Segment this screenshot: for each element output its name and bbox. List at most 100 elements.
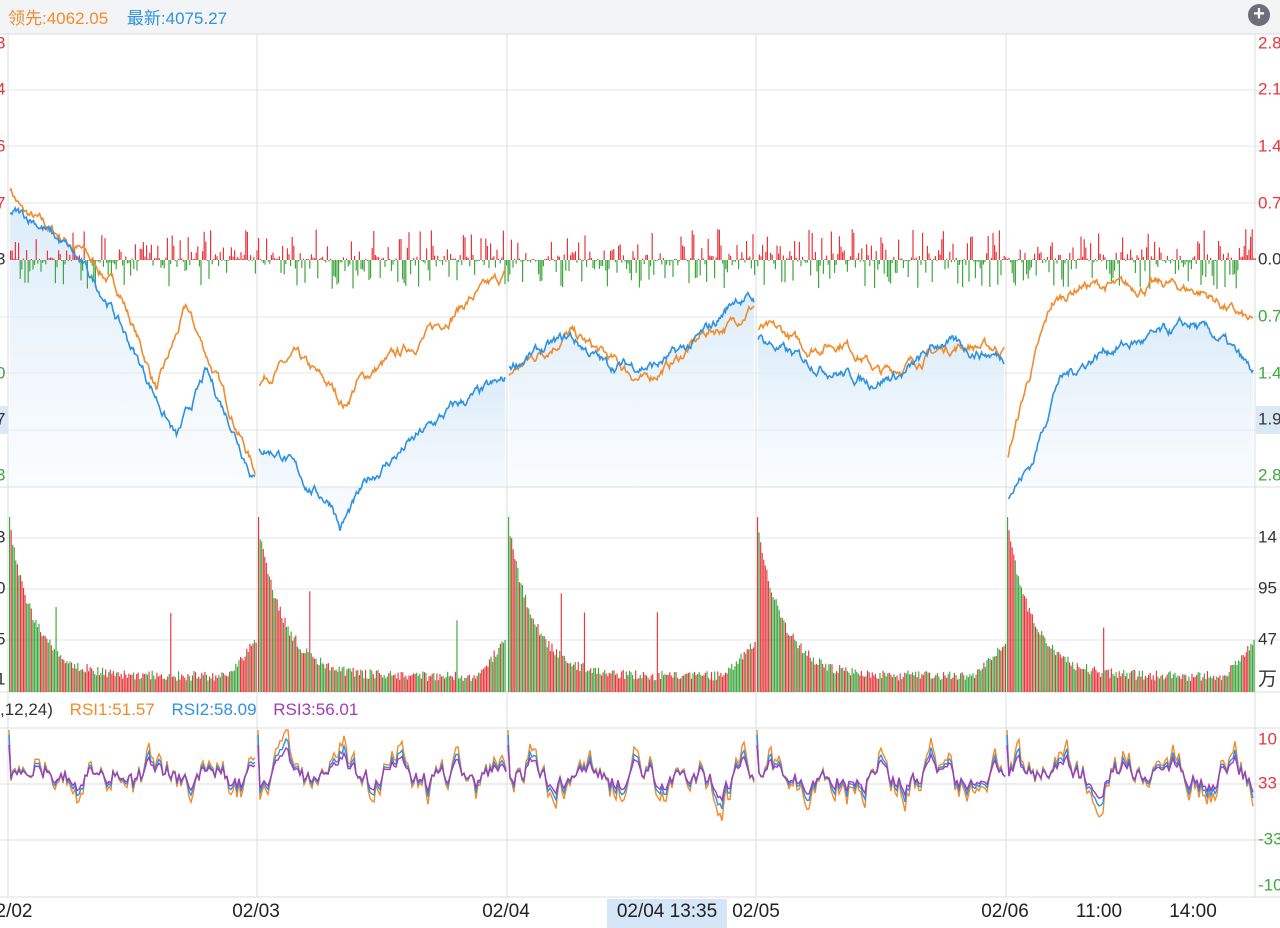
flow-bar-up bbox=[912, 229, 914, 260]
flow-bar-up bbox=[1254, 258, 1256, 260]
flow-bar-down bbox=[606, 260, 608, 287]
flow-bar-down bbox=[88, 260, 90, 261]
flow-bar-down bbox=[560, 260, 562, 286]
flow-bar-up bbox=[165, 257, 167, 260]
volume-bar-down bbox=[655, 680, 657, 692]
volume-bar-down bbox=[1253, 639, 1255, 692]
volume-bar-up bbox=[1180, 679, 1182, 692]
flow-bar-up bbox=[712, 256, 714, 260]
price-lines bbox=[9, 187, 1254, 531]
volume-bar-down bbox=[515, 560, 517, 692]
flow-bar-up bbox=[899, 259, 901, 260]
flow-bar-down bbox=[512, 260, 514, 268]
flow-bar-up bbox=[658, 259, 660, 260]
volume-bar-up bbox=[621, 671, 623, 692]
volume-bar-up bbox=[58, 656, 60, 692]
flow-bar-up bbox=[389, 259, 391, 260]
flow-bar-down bbox=[530, 260, 532, 263]
flow-bar-up bbox=[493, 256, 495, 260]
volume-bar-up bbox=[295, 635, 297, 692]
volume-bar-up bbox=[451, 676, 453, 692]
flow-bar-up bbox=[1066, 258, 1068, 260]
flow-bar-up bbox=[1104, 257, 1106, 260]
flow-bar-up bbox=[58, 250, 60, 260]
flow-bar-up bbox=[718, 229, 720, 260]
flow-bar-down bbox=[704, 260, 706, 265]
volume-bar-down bbox=[992, 656, 994, 692]
volume-bar-down bbox=[92, 670, 94, 692]
volume-bar-down bbox=[164, 678, 166, 692]
volume-bar-up bbox=[523, 597, 525, 692]
volume-bar-down bbox=[391, 675, 393, 692]
volume-bar-down bbox=[1220, 680, 1223, 692]
volume-bar-down bbox=[1056, 652, 1058, 692]
flow-bar-up bbox=[942, 231, 944, 260]
volume-bar-down bbox=[298, 648, 300, 692]
series-line-领先-02/03 bbox=[258, 269, 506, 410]
volume-bar-up bbox=[1193, 677, 1195, 692]
flow-bar-down bbox=[774, 260, 776, 270]
volume-bar-up bbox=[408, 675, 410, 692]
flow-bar-up bbox=[1197, 241, 1199, 260]
flow-bar-down bbox=[805, 260, 807, 263]
plus-circle-icon[interactable]: + bbox=[1248, 4, 1270, 26]
volume-bar-down bbox=[1039, 635, 1041, 692]
flow-bar-up bbox=[406, 247, 408, 260]
volume-bar-up bbox=[1144, 675, 1147, 692]
volume-bar-down bbox=[625, 671, 627, 692]
flow-bar-down bbox=[301, 260, 303, 268]
volume-bar-down bbox=[1079, 668, 1081, 692]
volume-bar-down bbox=[918, 671, 920, 692]
flow-bar-up bbox=[293, 245, 295, 260]
flow-bar-up bbox=[382, 257, 384, 260]
volume-bar-up bbox=[301, 652, 303, 692]
flow-bar-up bbox=[603, 250, 605, 260]
flow-bar-up bbox=[893, 256, 895, 260]
volume-bar-down bbox=[222, 673, 225, 692]
flow-bar-up bbox=[485, 238, 487, 260]
flow-bar-down bbox=[1062, 260, 1064, 287]
flow-bar-down bbox=[667, 260, 669, 261]
x-axis-label: 11:00 bbox=[1076, 901, 1122, 922]
volume-bar-up bbox=[613, 670, 615, 692]
flow-bar-up bbox=[104, 238, 106, 260]
flow-bar-down bbox=[1042, 260, 1044, 264]
volume-bar-up bbox=[977, 669, 979, 692]
flow-bar-up bbox=[480, 238, 482, 260]
flow-bar-up bbox=[13, 258, 15, 260]
volume-bar-down bbox=[1033, 623, 1035, 692]
volume-bar-up bbox=[195, 672, 197, 692]
volume-bar-down bbox=[545, 639, 547, 692]
flow-bar-down bbox=[688, 260, 690, 284]
volume-bar-up bbox=[411, 675, 413, 692]
volume-bar-down bbox=[591, 672, 593, 692]
volume-bar-up bbox=[86, 664, 88, 692]
flow-bar-down bbox=[384, 260, 386, 267]
volume-bar-down bbox=[633, 679, 635, 692]
flow-bar-up bbox=[235, 258, 237, 260]
flow-bar-up bbox=[1050, 246, 1052, 260]
flow-bar-down bbox=[1232, 260, 1234, 275]
flow-bar-down bbox=[582, 260, 584, 261]
flow-bar-down bbox=[792, 260, 794, 281]
flow-bar-up bbox=[517, 242, 519, 260]
flow-bar-up bbox=[710, 256, 712, 260]
volume-bar-down bbox=[66, 661, 68, 692]
volume-bar-up bbox=[943, 672, 945, 692]
volume-bar-down bbox=[366, 678, 368, 692]
volume-bar-up bbox=[831, 664, 833, 692]
flow-bar-up bbox=[794, 241, 796, 260]
volume-bar-down bbox=[316, 664, 319, 692]
flow-bar-up bbox=[760, 256, 762, 260]
flow-bar-up bbox=[739, 259, 741, 260]
volume-bar-up bbox=[579, 671, 581, 692]
volume-bar-down bbox=[798, 645, 800, 692]
flow-bar-down bbox=[666, 260, 668, 265]
flow-bar-down bbox=[110, 260, 112, 277]
flow-bar-down bbox=[360, 260, 362, 270]
volume-bar-down bbox=[1248, 650, 1250, 692]
volume-bar-up bbox=[427, 680, 429, 692]
volume-bar-down bbox=[1183, 674, 1185, 692]
flow-bar-up bbox=[149, 252, 151, 260]
